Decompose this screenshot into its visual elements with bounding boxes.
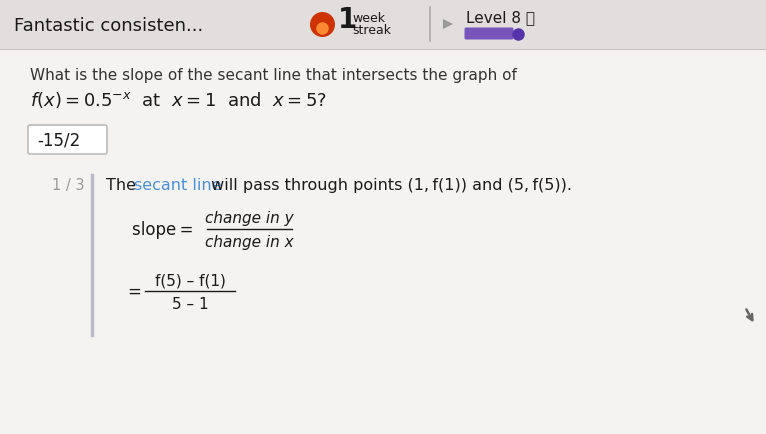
Text: change in y: change in y [205, 211, 294, 226]
Text: week: week [352, 11, 385, 24]
Text: secant line: secant line [134, 178, 221, 193]
Text: Level 8 ⓘ: Level 8 ⓘ [466, 10, 535, 26]
Text: What is the slope of the secant line that intersects the graph of: What is the slope of the secant line tha… [30, 68, 517, 83]
Text: 1 / 3: 1 / 3 [52, 178, 84, 193]
FancyBboxPatch shape [28, 126, 107, 155]
Text: $f(x) = 0.5^{-x}$  at  $x = 1$  and  $x = 5$?: $f(x) = 0.5^{-x}$ at $x = 1$ and $x = 5$… [30, 90, 327, 110]
Text: slope =: slope = [132, 220, 194, 238]
Text: change in x: change in x [205, 235, 294, 250]
Text: will pass through points (1, f(1)) and (5, f(5)).: will pass through points (1, f(1)) and (… [206, 178, 572, 193]
Text: =: = [127, 283, 141, 300]
FancyBboxPatch shape [464, 29, 513, 40]
Text: Fantastic consisten...: Fantastic consisten... [14, 17, 203, 35]
FancyBboxPatch shape [0, 0, 766, 50]
Text: streak: streak [352, 23, 391, 36]
Text: 5 – 1: 5 – 1 [172, 297, 208, 312]
Text: -15/2: -15/2 [37, 131, 80, 149]
Text: 1: 1 [338, 6, 357, 34]
Text: f(5) – f(1): f(5) – f(1) [155, 273, 225, 288]
FancyBboxPatch shape [0, 50, 766, 434]
Text: The: The [106, 178, 141, 193]
